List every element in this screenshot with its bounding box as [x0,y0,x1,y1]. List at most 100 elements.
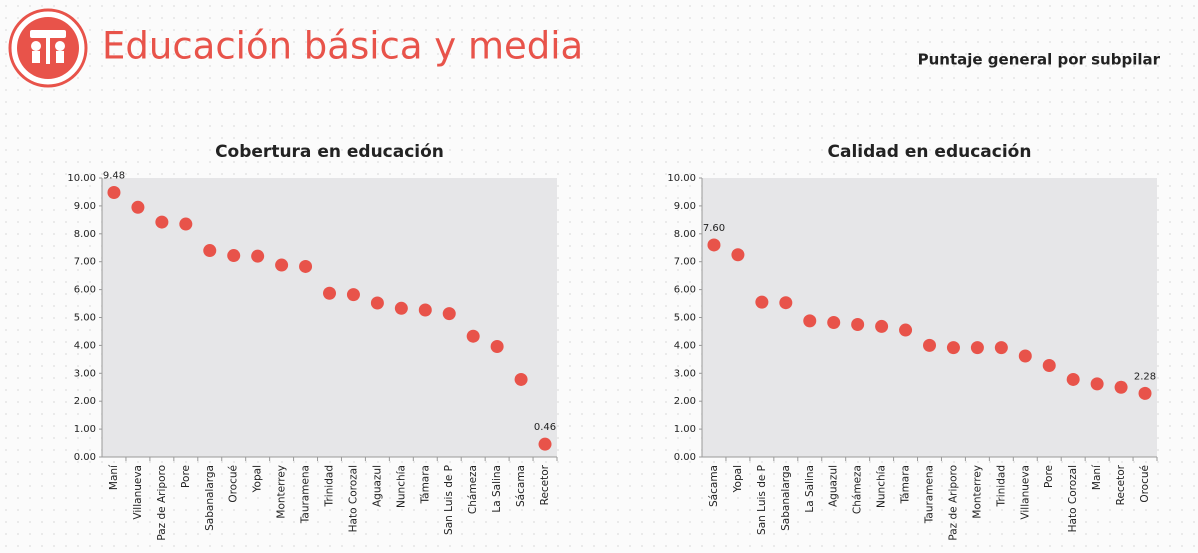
data-label: 9.48 [103,171,125,182]
dot [875,319,889,333]
x-tick-label: Nunchía [876,465,888,508]
x-tick-label: La Salina [491,465,503,513]
dot [131,200,145,214]
x-tick-label: Villanueva [1019,465,1031,520]
x-tick-label: Maní [1091,464,1103,490]
x-tick-label: La Salina [804,465,816,513]
y-tick-label: 7.00 [674,257,696,268]
x-tick-label: Monterrey [276,465,288,519]
dot [731,248,745,262]
x-tick-label: Tauramena [924,465,936,524]
x-tick-label: Chámeza [467,465,479,514]
y-tick-label: 2.00 [674,396,696,407]
dot [346,288,360,302]
x-tick-label: San Luis de P [756,465,768,535]
dot [394,301,408,315]
page-subtitle: Puntaje general por subpilar [918,51,1161,69]
x-tick-label: Chámeza [852,465,864,514]
x-tick-label: Hato Corozal [1067,465,1079,532]
page-title: Educación básica y media [102,25,583,68]
x-tick-label: Maní [108,464,120,490]
dot [179,217,193,231]
x-tick-label: Monterrey [971,465,983,519]
dot [707,238,721,252]
dot [803,314,817,328]
x-tick-label: Támara [419,465,431,505]
y-tick-label: 4.00 [74,340,96,351]
x-tick-label: Nunchía [395,465,407,508]
dot [946,341,960,355]
x-tick-label: Aguazul [371,465,383,507]
y-tick-label: 9.00 [674,201,696,212]
x-tick-label: Aguazul [828,465,840,507]
x-tick-label: Sabanalarga [204,465,216,531]
y-tick-label: 1.00 [674,424,696,435]
dot [418,303,432,317]
dot [514,372,528,386]
dot [466,329,480,343]
x-tick-label: Paz de Ariporo [947,465,959,541]
dot [994,341,1008,355]
dot [1138,386,1152,400]
dot [323,286,336,300]
dot [970,341,984,355]
dot [899,323,913,337]
x-tick-label: Sácama [708,465,720,507]
data-label: 0.46 [534,422,556,433]
chart-title: Calidad en educación [828,142,1032,162]
dot [538,437,552,451]
dot [107,186,121,200]
dot [827,316,841,330]
x-tick-label: Trinidad [995,465,1007,507]
x-tick-label: Recetor [1115,464,1127,505]
dot [1090,377,1104,391]
x-tick-label: Paz de Ariporo [156,465,168,541]
y-tick-label: 10.00 [667,173,696,184]
x-tick-label: Pore [180,465,192,488]
y-tick-label: 0.00 [674,452,696,463]
x-tick-label: San Luis de P [443,465,455,535]
x-tick-label: Recetor [539,464,551,505]
x-tick-label: Yopal [732,465,744,493]
data-label: 2.28 [1134,371,1156,382]
dot [442,307,456,321]
y-tick-label: 9.00 [74,201,96,212]
x-tick-label: Orocué [1139,465,1151,503]
dot [851,317,865,331]
y-tick-label: 6.00 [674,285,696,296]
y-tick-label: 7.00 [74,257,96,268]
plot-area [102,178,557,457]
x-tick-label: Tauramena [300,465,312,524]
dot [299,259,313,273]
plot-area [702,178,1157,457]
y-tick-label: 6.00 [74,285,96,296]
x-tick-label: Trinidad [324,465,336,507]
y-tick-label: 4.00 [674,340,696,351]
dot [923,338,936,352]
x-tick-label: Hato Corozal [347,465,359,532]
dot [275,258,289,272]
dot [1114,380,1128,394]
x-tick-label: Sácama [515,465,527,507]
chart-title: Cobertura en educación [215,142,444,162]
dot [1018,349,1032,363]
x-tick-label: Sabanalarga [780,465,792,531]
dot [203,244,217,258]
y-tick-label: 10.00 [67,173,96,184]
y-tick-label: 1.00 [74,424,96,435]
logo [8,8,88,88]
x-tick-label: Támara [900,465,912,505]
dot [227,249,241,263]
x-tick-label: Pore [1043,465,1055,488]
dot [779,296,793,310]
y-tick-label: 3.00 [74,368,96,379]
x-tick-label: Orocué [228,465,240,503]
y-tick-label: 5.00 [674,313,696,324]
dot [370,296,384,310]
y-tick-label: 0.00 [74,452,96,463]
y-tick-label: 5.00 [74,313,96,324]
dot [490,340,504,354]
dot [1066,372,1080,386]
dot [251,249,265,263]
